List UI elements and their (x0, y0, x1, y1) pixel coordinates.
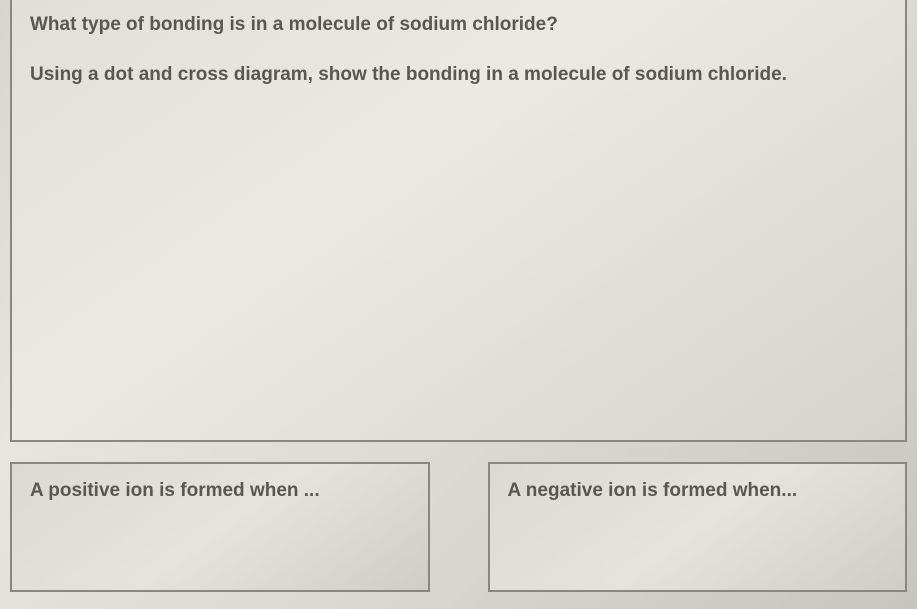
positive-ion-prompt: A positive ion is formed when ... (30, 480, 410, 502)
question-dot-cross-diagram: Using a dot and cross diagram, show the … (30, 64, 887, 86)
main-question-box: What type of bonding is in a molecule of… (10, 0, 907, 442)
negative-ion-prompt: A negative ion is formed when... (508, 480, 888, 502)
negative-ion-box: A negative ion is formed when... (488, 462, 908, 592)
bottom-row: A positive ion is formed when ... A nega… (10, 462, 907, 592)
positive-ion-box: A positive ion is formed when ... (10, 462, 430, 592)
question-bonding-type: What type of bonding is in a molecule of… (30, 14, 887, 36)
